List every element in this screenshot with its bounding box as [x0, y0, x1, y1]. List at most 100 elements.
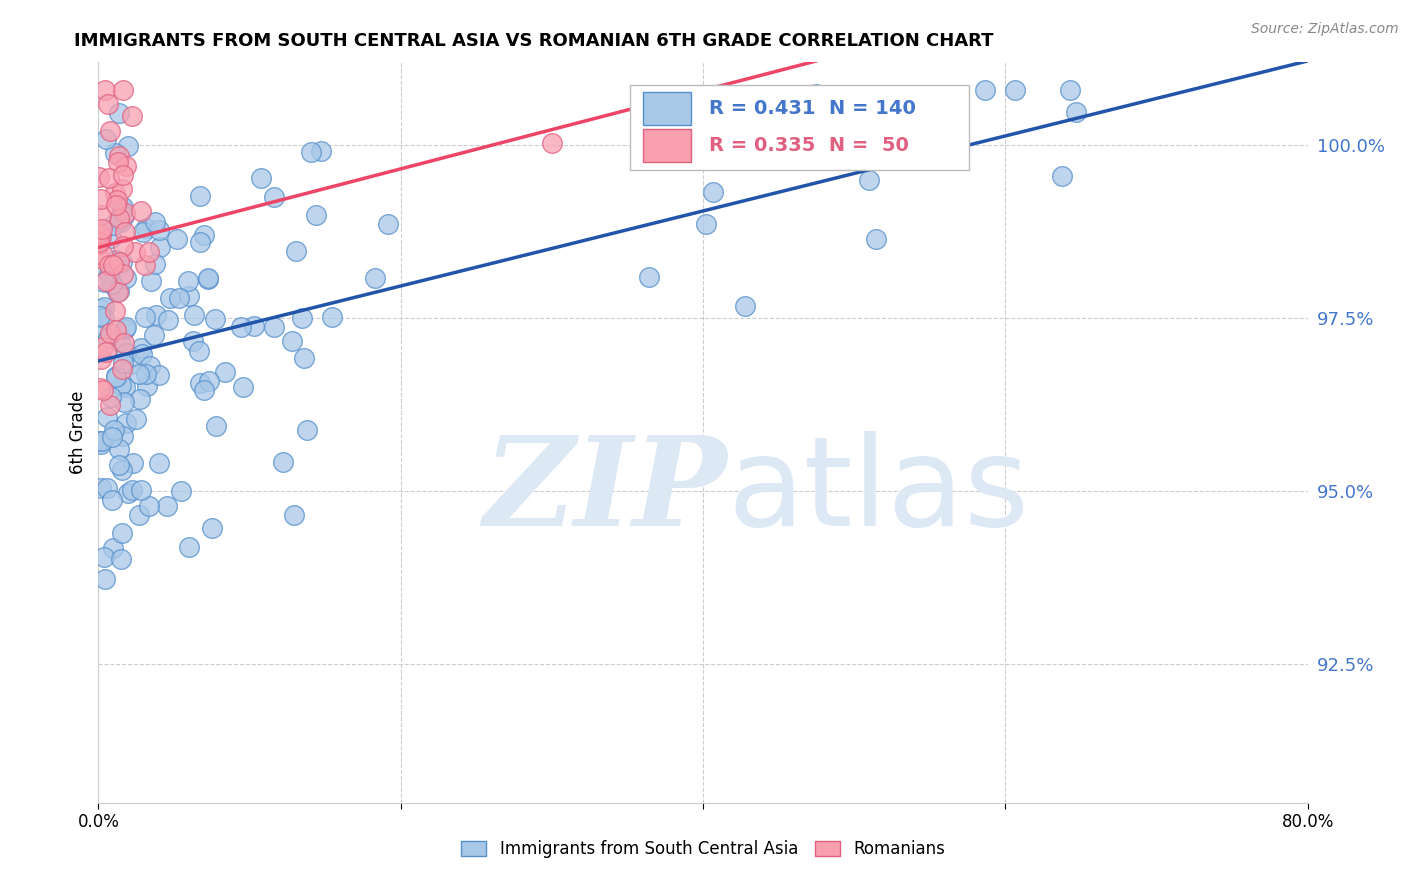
Point: [193, 383, 215, 397]
Point: [131, 347, 153, 361]
Point: [111, 182, 134, 196]
Point: [197, 272, 219, 286]
Point: [1059, 83, 1081, 97]
Point: [93, 275, 115, 289]
Point: [90, 352, 112, 367]
Point: [91, 383, 114, 397]
Text: atlas: atlas: [727, 432, 1029, 552]
Point: [299, 145, 322, 160]
Point: [295, 423, 318, 437]
Point: [107, 154, 129, 169]
Point: [197, 271, 219, 285]
Point: [107, 285, 129, 300]
Text: R = 0.335  N =  50: R = 0.335 N = 50: [709, 136, 908, 155]
Point: [115, 270, 138, 285]
Point: [125, 412, 148, 426]
Point: [111, 202, 134, 216]
Point: [250, 170, 273, 185]
Point: [139, 274, 162, 288]
Point: [114, 322, 136, 336]
Point: [377, 218, 399, 232]
Point: [112, 336, 135, 351]
Point: [107, 106, 129, 120]
Point: [205, 419, 228, 434]
Point: [143, 215, 166, 229]
Point: [135, 220, 157, 235]
Point: [110, 335, 132, 350]
Point: [124, 245, 146, 260]
Point: [193, 228, 215, 243]
Point: [111, 200, 134, 214]
Point: [138, 499, 160, 513]
Point: [145, 308, 167, 322]
Point: [110, 378, 132, 392]
Point: [89, 235, 111, 250]
Point: [117, 485, 139, 500]
Point: [112, 238, 135, 252]
Point: [115, 319, 138, 334]
Point: [263, 190, 285, 204]
Point: [132, 225, 155, 239]
Point: [107, 442, 129, 457]
Point: [108, 285, 131, 299]
Point: [974, 83, 997, 97]
Point: [281, 334, 304, 348]
Point: [149, 240, 172, 254]
Point: [142, 327, 165, 342]
Point: [285, 244, 308, 259]
Point: [120, 357, 142, 371]
Point: [201, 521, 224, 535]
Point: [229, 319, 252, 334]
Point: [103, 218, 125, 232]
Point: [108, 149, 131, 163]
Point: [148, 222, 170, 236]
Point: [90, 437, 112, 451]
Point: [112, 267, 135, 281]
Point: [321, 310, 343, 324]
Point: [90, 301, 112, 316]
FancyBboxPatch shape: [630, 85, 969, 169]
Point: [121, 109, 143, 123]
Point: [214, 365, 236, 379]
Point: [131, 341, 153, 355]
Point: [100, 261, 122, 276]
Point: [128, 508, 150, 522]
Text: IMMIGRANTS FROM SOUTH CENTRAL ASIA VS ROMANIAN 6TH GRADE CORRELATION CHART: IMMIGRANTS FROM SOUTH CENTRAL ASIA VS RO…: [75, 32, 994, 50]
Point: [115, 346, 138, 360]
Point: [702, 186, 724, 200]
Point: [101, 430, 124, 444]
Point: [112, 209, 135, 223]
Point: [105, 369, 128, 384]
Point: [156, 312, 179, 326]
Point: [98, 268, 121, 283]
Point: [122, 456, 145, 470]
Point: [101, 493, 124, 508]
Text: R = 0.431  N = 140: R = 0.431 N = 140: [709, 99, 915, 118]
Point: [188, 235, 211, 249]
Point: [103, 423, 125, 437]
Point: [105, 198, 128, 212]
Point: [166, 232, 188, 246]
Point: [134, 310, 156, 324]
Point: [858, 173, 880, 187]
Point: [91, 434, 114, 448]
Point: [188, 376, 211, 391]
Point: [148, 368, 170, 383]
Point: [271, 454, 294, 468]
Point: [305, 208, 328, 222]
Point: [105, 284, 128, 298]
Point: [129, 204, 152, 219]
Point: [101, 258, 124, 272]
Point: [105, 194, 128, 208]
Point: [114, 225, 136, 239]
Point: [111, 429, 134, 443]
Point: [97, 97, 120, 112]
Point: [638, 270, 661, 285]
Point: [283, 508, 305, 522]
Point: [143, 257, 166, 271]
Point: [97, 266, 120, 280]
Point: [100, 231, 122, 245]
Point: [105, 323, 128, 337]
Point: [243, 319, 266, 334]
Point: [93, 300, 115, 314]
